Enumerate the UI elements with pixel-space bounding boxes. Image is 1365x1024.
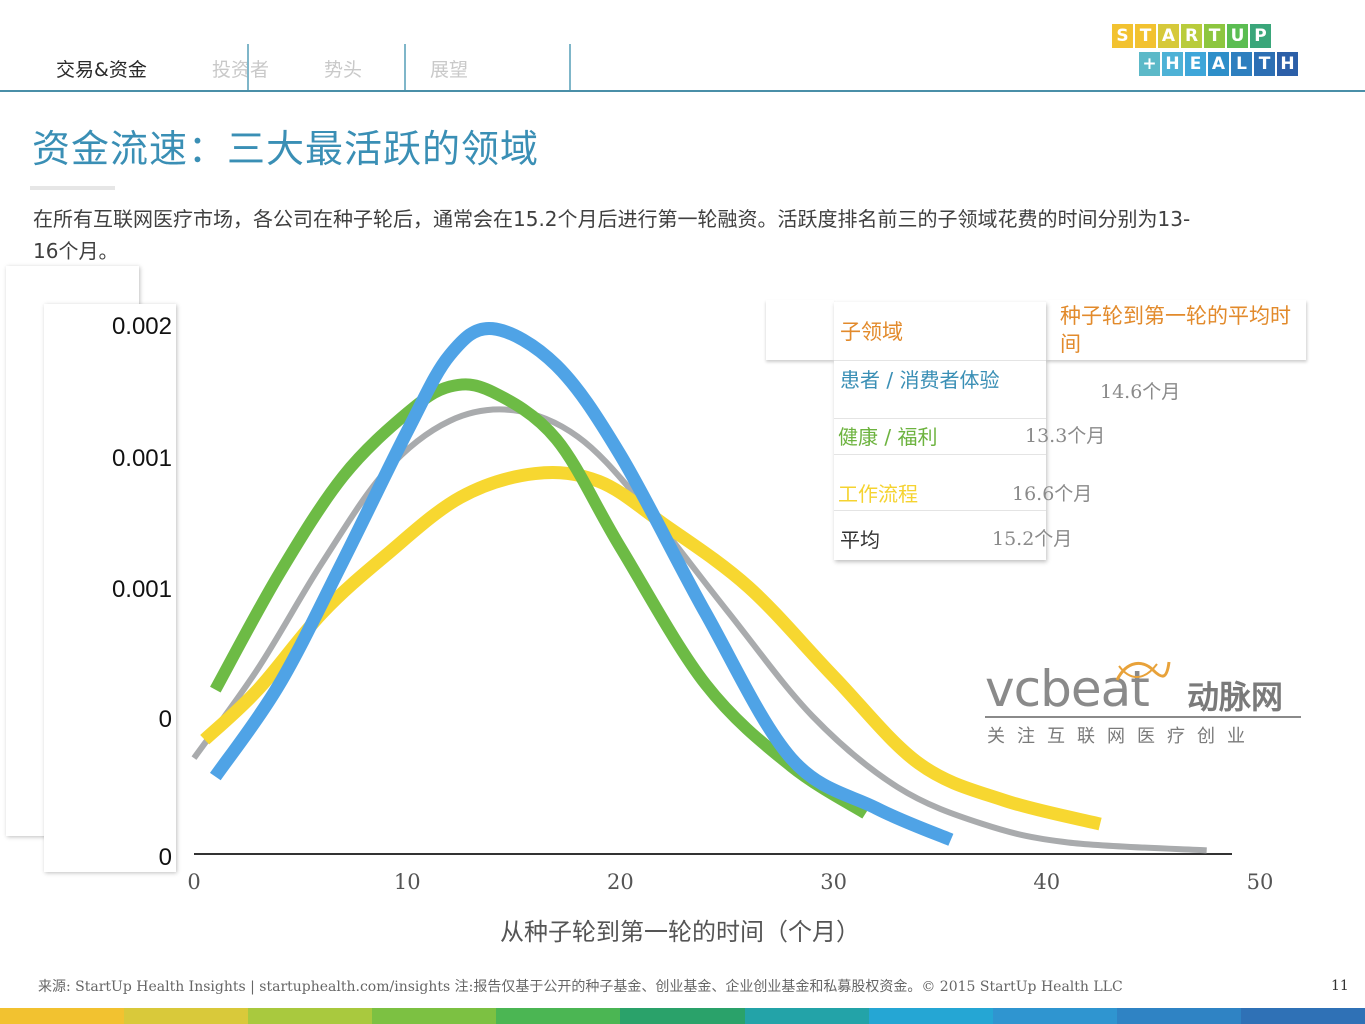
tab-bar: 交易&资金 投资者 势头 展望 — [0, 0, 1365, 92]
logo-letter: H — [1277, 52, 1298, 76]
y-axis-panel — [44, 304, 176, 872]
legend-row-value: 16.6个月 — [1012, 483, 1093, 505]
x-tick-label: 40 — [1033, 870, 1060, 894]
tab-investors[interactable]: 投资者 — [212, 59, 270, 81]
page-number: 11 — [1331, 978, 1349, 994]
legend-row-label: 健康 / 福利 — [838, 425, 938, 449]
logo-letter: A — [1158, 24, 1179, 48]
x-tick-label: 30 — [820, 870, 847, 894]
bottom-bar-segment — [992, 1008, 1117, 1024]
logo-letter: S — [1112, 24, 1133, 48]
row-divider — [834, 360, 1046, 361]
row-divider — [834, 454, 1046, 455]
y-tick-label: 0.001 — [112, 445, 172, 472]
logo-letter: A — [1208, 52, 1229, 76]
bottom-bar-segment — [496, 1008, 621, 1024]
x-tick-label: 10 — [394, 870, 421, 894]
title-underline — [30, 186, 115, 190]
tab-momentum[interactable]: 势头 — [324, 59, 363, 81]
legend-row-value: 14.6个月 — [1100, 381, 1181, 403]
dna-icon — [1115, 661, 1171, 681]
logo-letter: T — [1135, 24, 1156, 48]
y-tick-label: 0 — [159, 706, 172, 733]
legend-header-spacer — [766, 300, 834, 360]
header-rule — [0, 90, 1365, 92]
legend-row-label: 患者 / 消费者体验 — [840, 368, 1000, 392]
watermark-slogan: 关注互联网医疗创业 — [987, 726, 1257, 747]
bottom-bar-segment — [1116, 1008, 1241, 1024]
y-tick-label: 0 — [159, 844, 172, 871]
tab-divider — [404, 44, 406, 92]
source-footnote: 来源: StartUp Health Insights | startuphea… — [38, 979, 1123, 995]
legend-table: 子领域 患者 / 消费者体验 健康 / 福利 工作流程 平均 — [834, 302, 1046, 560]
bottom-bar-segment — [1240, 1008, 1365, 1024]
tab-divider — [247, 44, 249, 92]
series-line — [210, 378, 869, 819]
logo-letter: T — [1254, 52, 1275, 76]
logo-letter: L — [1231, 52, 1252, 76]
description-text: 在所有互联网医疗市场，各公司在种子轮后，通常会在15.2个月后进行第一轮融资。活… — [33, 207, 1191, 263]
bottom-bar-segment — [0, 1008, 125, 1024]
legend-header-subfield: 子领域 — [840, 320, 903, 344]
logo-letter: P — [1250, 24, 1271, 48]
x-tick-label: 20 — [607, 870, 634, 894]
y-tick-label: 0.002 — [112, 313, 172, 340]
x-tick-label: 0 — [187, 870, 200, 894]
row-divider — [834, 418, 1046, 419]
logo-letter: U — [1227, 24, 1248, 48]
tab-deals-funding[interactable]: 交易&资金 — [56, 59, 147, 81]
logo-letter: + — [1139, 52, 1160, 76]
y-tick-label: 0.001 — [112, 576, 172, 603]
legend-header-right: 种子轮到第一轮的平均时间 — [1046, 300, 1306, 360]
series-line — [191, 406, 1207, 854]
tab-outlook[interactable]: 展望 — [430, 59, 469, 81]
legend-row-label: 工作流程 — [838, 482, 918, 506]
series-line — [209, 322, 954, 846]
bottom-bar-segment — [620, 1008, 745, 1024]
logo-letter: R — [1181, 24, 1202, 48]
legend-row-label: 平均 — [840, 528, 880, 552]
page-title: 资金流速：三大最活跃的领域 — [32, 127, 540, 171]
bottom-bar-segment — [124, 1008, 249, 1024]
bottom-bar-segment — [248, 1008, 373, 1024]
row-divider — [834, 510, 1046, 511]
watermark-cn: 动脉网 — [1187, 678, 1284, 716]
logo-letter: H — [1162, 52, 1183, 76]
tab-divider — [569, 44, 571, 92]
legend-row-value: 13.3个月 — [1025, 425, 1106, 447]
x-axis-title: 从种子轮到第一轮的时间（个月） — [500, 918, 860, 946]
logo-letter: E — [1185, 52, 1206, 76]
watermark-rule — [985, 716, 1301, 718]
legend-row-value: 15.2个月 — [992, 528, 1073, 550]
bottom-bar-segment — [744, 1008, 869, 1024]
bottom-bar-segment — [372, 1008, 497, 1024]
x-tick-label: 50 — [1247, 870, 1274, 894]
bottom-bar-segment — [868, 1008, 993, 1024]
legend-header-time: 种子轮到第一轮的平均时间 — [1060, 304, 1291, 356]
bottom-color-bar — [0, 1008, 1365, 1024]
logo-letter: T — [1204, 24, 1225, 48]
